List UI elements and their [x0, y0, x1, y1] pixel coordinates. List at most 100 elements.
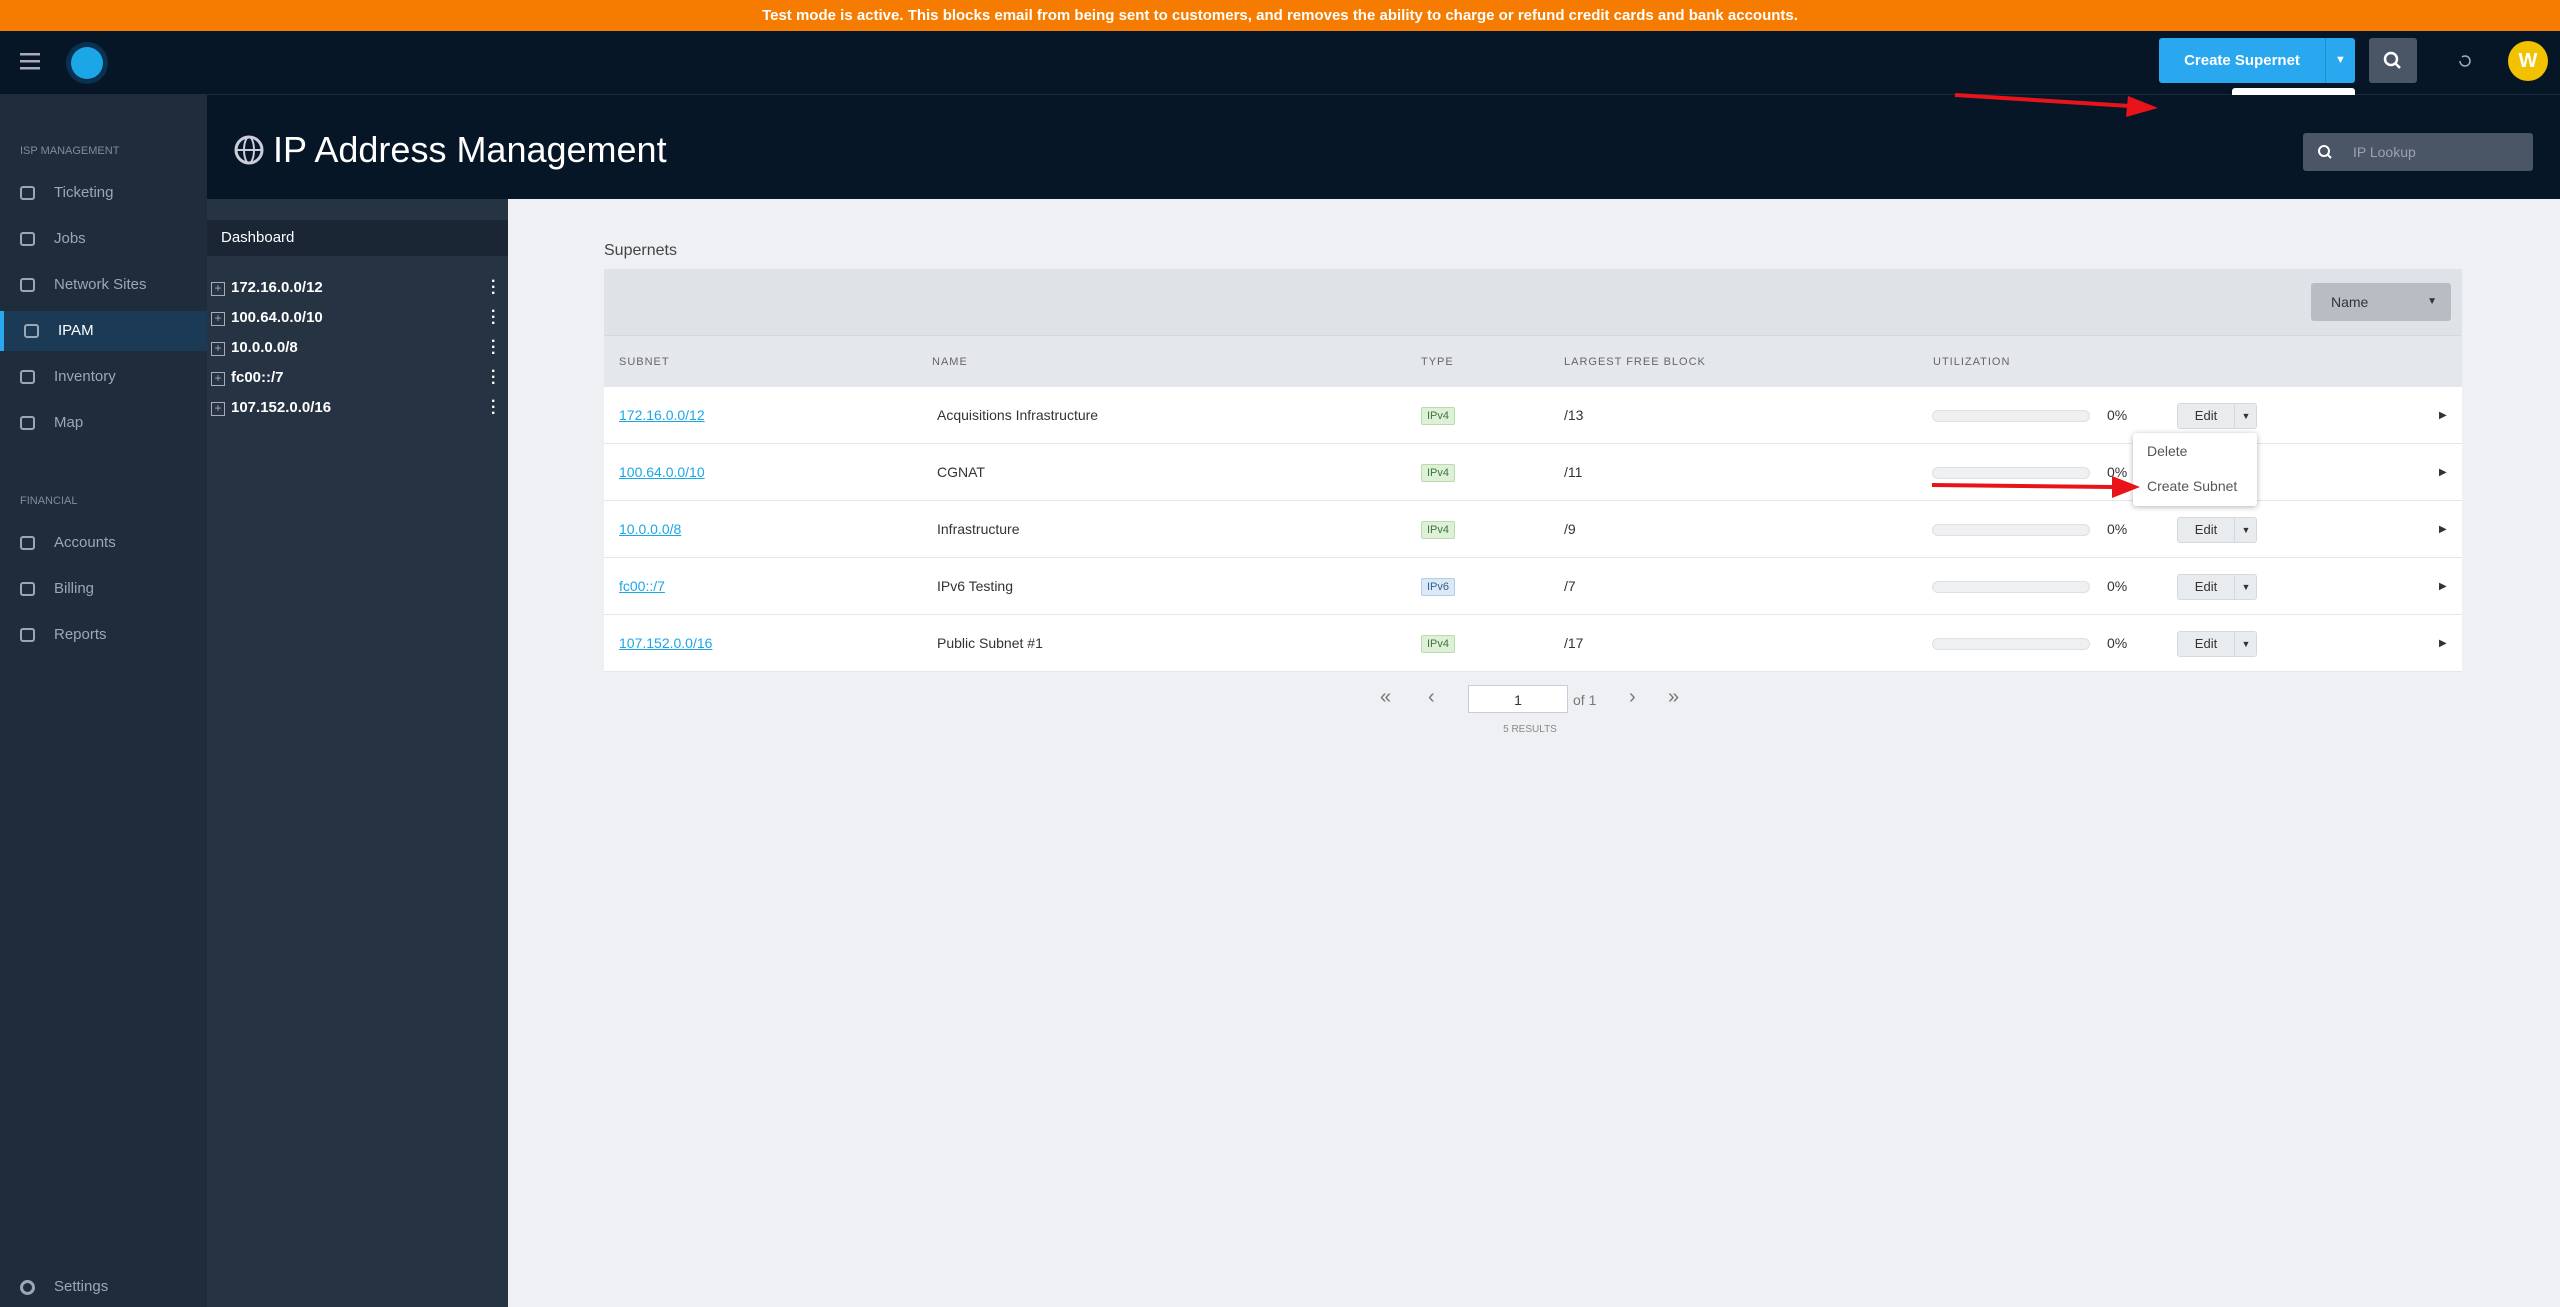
column-header: LARGEST FREE BLOCK	[1564, 356, 1706, 368]
next-page[interactable]: ›	[1629, 686, 1636, 708]
menu-create-subnet[interactable]: Create Subnet	[2147, 478, 2238, 494]
nav-label: Reports	[54, 626, 107, 643]
nav-icon	[20, 582, 35, 596]
nav-item[interactable]: Map	[0, 403, 207, 443]
nav-label: Inventory	[54, 368, 116, 385]
subnet-name: Acquisitions Infrastructure	[937, 407, 1099, 423]
avatar[interactable]: W	[2508, 41, 2548, 81]
nav-item[interactable]: Accounts	[0, 523, 207, 563]
nav-icon	[20, 278, 35, 292]
nav-icon	[20, 628, 35, 642]
tree-item[interactable]: fc00::/7	[231, 369, 284, 386]
utilization-value: 0%	[2107, 407, 2128, 423]
nav-item[interactable]: Jobs	[0, 219, 207, 259]
utilization-value: 0%	[2107, 635, 2128, 651]
results-count: 5 RESULTS	[1503, 724, 1557, 735]
expand-icon[interactable]: +	[211, 372, 225, 386]
nav-item[interactable]: Settings	[0, 1267, 207, 1307]
sidebar: ISP MANAGEMENT Ticketing Jobs Network Sites…	[0, 95, 207, 1307]
sort-button[interactable]: Name ▼	[2311, 283, 2451, 321]
edit-button[interactable]: Edit ▼	[2177, 574, 2257, 600]
nav-icon	[24, 324, 39, 338]
section-label: Supernets	[604, 242, 677, 259]
nav-item[interactable]: Ticketing	[0, 173, 207, 213]
refresh-icon[interactable]	[2455, 51, 2475, 71]
subnet-link[interactable]: 107.152.0.0/16	[619, 635, 713, 651]
edit-button[interactable]: Edit ▼	[2177, 631, 2257, 657]
edit-dropdown[interactable]: ▼	[2234, 518, 2257, 542]
subnet-link[interactable]: 172.16.0.0/12	[619, 407, 705, 423]
subnet-name: IPv6 Testing	[937, 578, 1014, 594]
last-page[interactable]: »	[1668, 686, 1680, 708]
ip-lookup[interactable]: IP Lookup	[2303, 133, 2533, 171]
dashboard-link[interactable]: Dashboard	[207, 220, 508, 256]
tree-item[interactable]: 10.0.0.0/8	[231, 339, 298, 356]
nav-label: Network Sites	[54, 276, 147, 293]
nav-item[interactable]: IPAM	[0, 311, 207, 351]
edit-dropdown[interactable]: ▼	[2234, 404, 2257, 428]
largest-free-block: /17	[1564, 635, 1584, 651]
utilization-bar	[1932, 467, 2090, 479]
utilization-bar	[1932, 410, 2090, 422]
edit-button[interactable]: Edit ▼	[2177, 517, 2257, 543]
menu-icon[interactable]	[20, 51, 42, 73]
button-label: Create Supernet	[2184, 52, 2300, 69]
test-mode-banner: Test mode is active. This blocks email f…	[0, 0, 2560, 31]
search-button[interactable]	[2369, 38, 2417, 83]
subnet-tree: Dashboard +172.16.0.0/12 · · · +100.64.0.0/1…	[207, 199, 508, 1307]
nav-label: Billing	[54, 580, 95, 597]
edit-dropdown[interactable]: ▼	[2234, 632, 2257, 656]
nav-label: Jobs	[54, 230, 86, 247]
page-input[interactable]: 1	[1468, 685, 1568, 713]
prev-page[interactable]: ‹	[1428, 686, 1435, 708]
row-action-menu: Delete Create Subnet	[2133, 433, 2257, 506]
kebab-menu[interactable]: · · ·	[491, 393, 497, 422]
menu-delete[interactable]: Delete	[2147, 443, 2188, 459]
create-supernet-button[interactable]: Create Supernet ▼	[2159, 38, 2355, 83]
top-nav: Create Supernet ▼ W	[0, 31, 2560, 95]
nav-item[interactable]: Network Sites	[0, 265, 207, 305]
globe-icon	[234, 135, 264, 165]
tree-item[interactable]: 100.64.0.0/10	[231, 309, 323, 326]
dropdown-toggle[interactable]: ▼	[2325, 38, 2355, 83]
first-page[interactable]: «	[1380, 686, 1392, 708]
column-header: NAME	[932, 356, 968, 368]
edit-dropdown[interactable]: ▼	[2234, 575, 2257, 599]
subnet-link[interactable]: 100.64.0.0/10	[619, 464, 705, 480]
kebab-menu[interactable]: · · ·	[491, 363, 497, 392]
expand-row[interactable]: ▶	[2439, 467, 2447, 478]
nav-label: Ticketing	[54, 184, 114, 201]
nav-item[interactable]: Reports	[0, 615, 207, 655]
kebab-menu[interactable]: · · ·	[491, 273, 497, 302]
logo[interactable]	[64, 40, 110, 86]
column-header: UTILIZATION	[1933, 356, 2011, 368]
tree-item[interactable]: 107.152.0.0/16	[231, 399, 332, 416]
subnet-name: CGNAT	[937, 464, 985, 480]
nav-icon	[20, 186, 35, 200]
subnet-name: Public Subnet #1	[937, 635, 1043, 651]
expand-row[interactable]: ▶	[2439, 410, 2447, 421]
expand-icon[interactable]: +	[211, 402, 225, 416]
expand-row[interactable]: ▶	[2439, 638, 2447, 649]
expand-row[interactable]: ▶	[2439, 581, 2447, 592]
nav-item[interactable]: Inventory	[0, 357, 207, 397]
nav-label: Accounts	[54, 534, 116, 551]
placeholder: IP Lookup	[2353, 144, 2416, 160]
nav-item[interactable]: Billing	[0, 569, 207, 609]
expand-icon[interactable]: +	[211, 312, 225, 326]
kebab-menu[interactable]: · · ·	[491, 303, 497, 332]
expand-icon[interactable]: +	[211, 342, 225, 356]
largest-free-block: /7	[1564, 578, 1576, 594]
kebab-menu[interactable]: · · ·	[491, 333, 497, 362]
expand-row[interactable]: ▶	[2439, 524, 2447, 535]
subnet-link[interactable]: fc00::/7	[619, 578, 665, 594]
edit-label: Edit	[2194, 522, 2218, 537]
largest-free-block: /9	[1564, 521, 1576, 537]
edit-button[interactable]: Edit ▼	[2177, 403, 2257, 429]
subnet-link[interactable]: 10.0.0.0/8	[619, 521, 682, 537]
utilization-value: 0%	[2107, 578, 2128, 594]
tree-item[interactable]: 172.16.0.0/12	[231, 279, 323, 296]
expand-icon[interactable]: +	[211, 282, 225, 296]
column-header: SUBNET	[619, 356, 670, 368]
nav-label: IPAM	[58, 322, 94, 339]
